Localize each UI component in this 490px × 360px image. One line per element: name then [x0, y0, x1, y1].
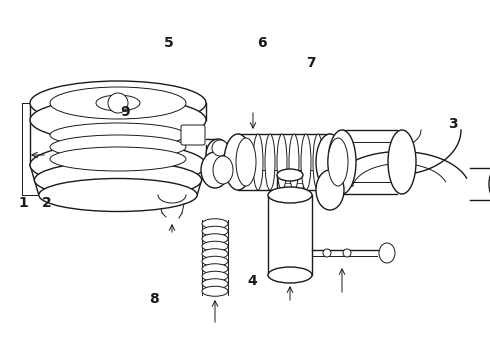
Ellipse shape [489, 162, 490, 206]
Ellipse shape [202, 226, 228, 236]
Circle shape [343, 249, 351, 257]
Ellipse shape [202, 234, 228, 244]
Ellipse shape [301, 134, 311, 190]
Ellipse shape [325, 134, 335, 190]
Ellipse shape [30, 143, 206, 187]
Ellipse shape [268, 267, 312, 283]
Ellipse shape [236, 138, 256, 186]
Circle shape [212, 140, 228, 156]
Ellipse shape [277, 169, 303, 181]
Ellipse shape [202, 286, 228, 296]
Text: 6: 6 [257, 36, 267, 50]
Ellipse shape [289, 134, 299, 190]
Ellipse shape [34, 161, 201, 199]
Ellipse shape [206, 139, 230, 171]
Text: 8: 8 [149, 292, 159, 306]
Text: 4: 4 [247, 274, 257, 288]
Ellipse shape [268, 187, 312, 203]
Ellipse shape [50, 123, 186, 147]
Ellipse shape [50, 147, 186, 171]
Ellipse shape [202, 241, 228, 251]
Ellipse shape [30, 81, 206, 125]
Ellipse shape [202, 279, 228, 289]
Ellipse shape [316, 134, 344, 190]
Text: 2: 2 [42, 197, 51, 210]
Text: 3: 3 [448, 117, 458, 131]
Ellipse shape [202, 219, 228, 229]
Ellipse shape [316, 170, 344, 210]
Ellipse shape [202, 264, 228, 274]
Ellipse shape [202, 249, 228, 259]
Ellipse shape [265, 134, 275, 190]
Ellipse shape [202, 256, 228, 266]
Circle shape [323, 249, 331, 257]
Ellipse shape [50, 135, 186, 159]
Ellipse shape [388, 130, 416, 194]
Ellipse shape [328, 138, 348, 186]
Ellipse shape [224, 134, 252, 190]
Text: 1: 1 [19, 197, 28, 210]
Ellipse shape [379, 243, 395, 263]
Ellipse shape [328, 130, 356, 194]
Text: 9: 9 [120, 105, 130, 118]
Ellipse shape [39, 179, 197, 212]
Ellipse shape [313, 134, 323, 190]
Ellipse shape [30, 98, 206, 142]
Ellipse shape [201, 152, 229, 188]
Ellipse shape [277, 134, 287, 190]
Circle shape [108, 93, 128, 113]
Ellipse shape [253, 134, 263, 190]
Text: 5: 5 [164, 36, 174, 50]
Text: 7: 7 [306, 56, 316, 70]
FancyBboxPatch shape [181, 125, 205, 145]
Ellipse shape [96, 95, 140, 111]
Ellipse shape [202, 271, 228, 281]
Ellipse shape [50, 87, 186, 119]
Ellipse shape [213, 156, 233, 184]
